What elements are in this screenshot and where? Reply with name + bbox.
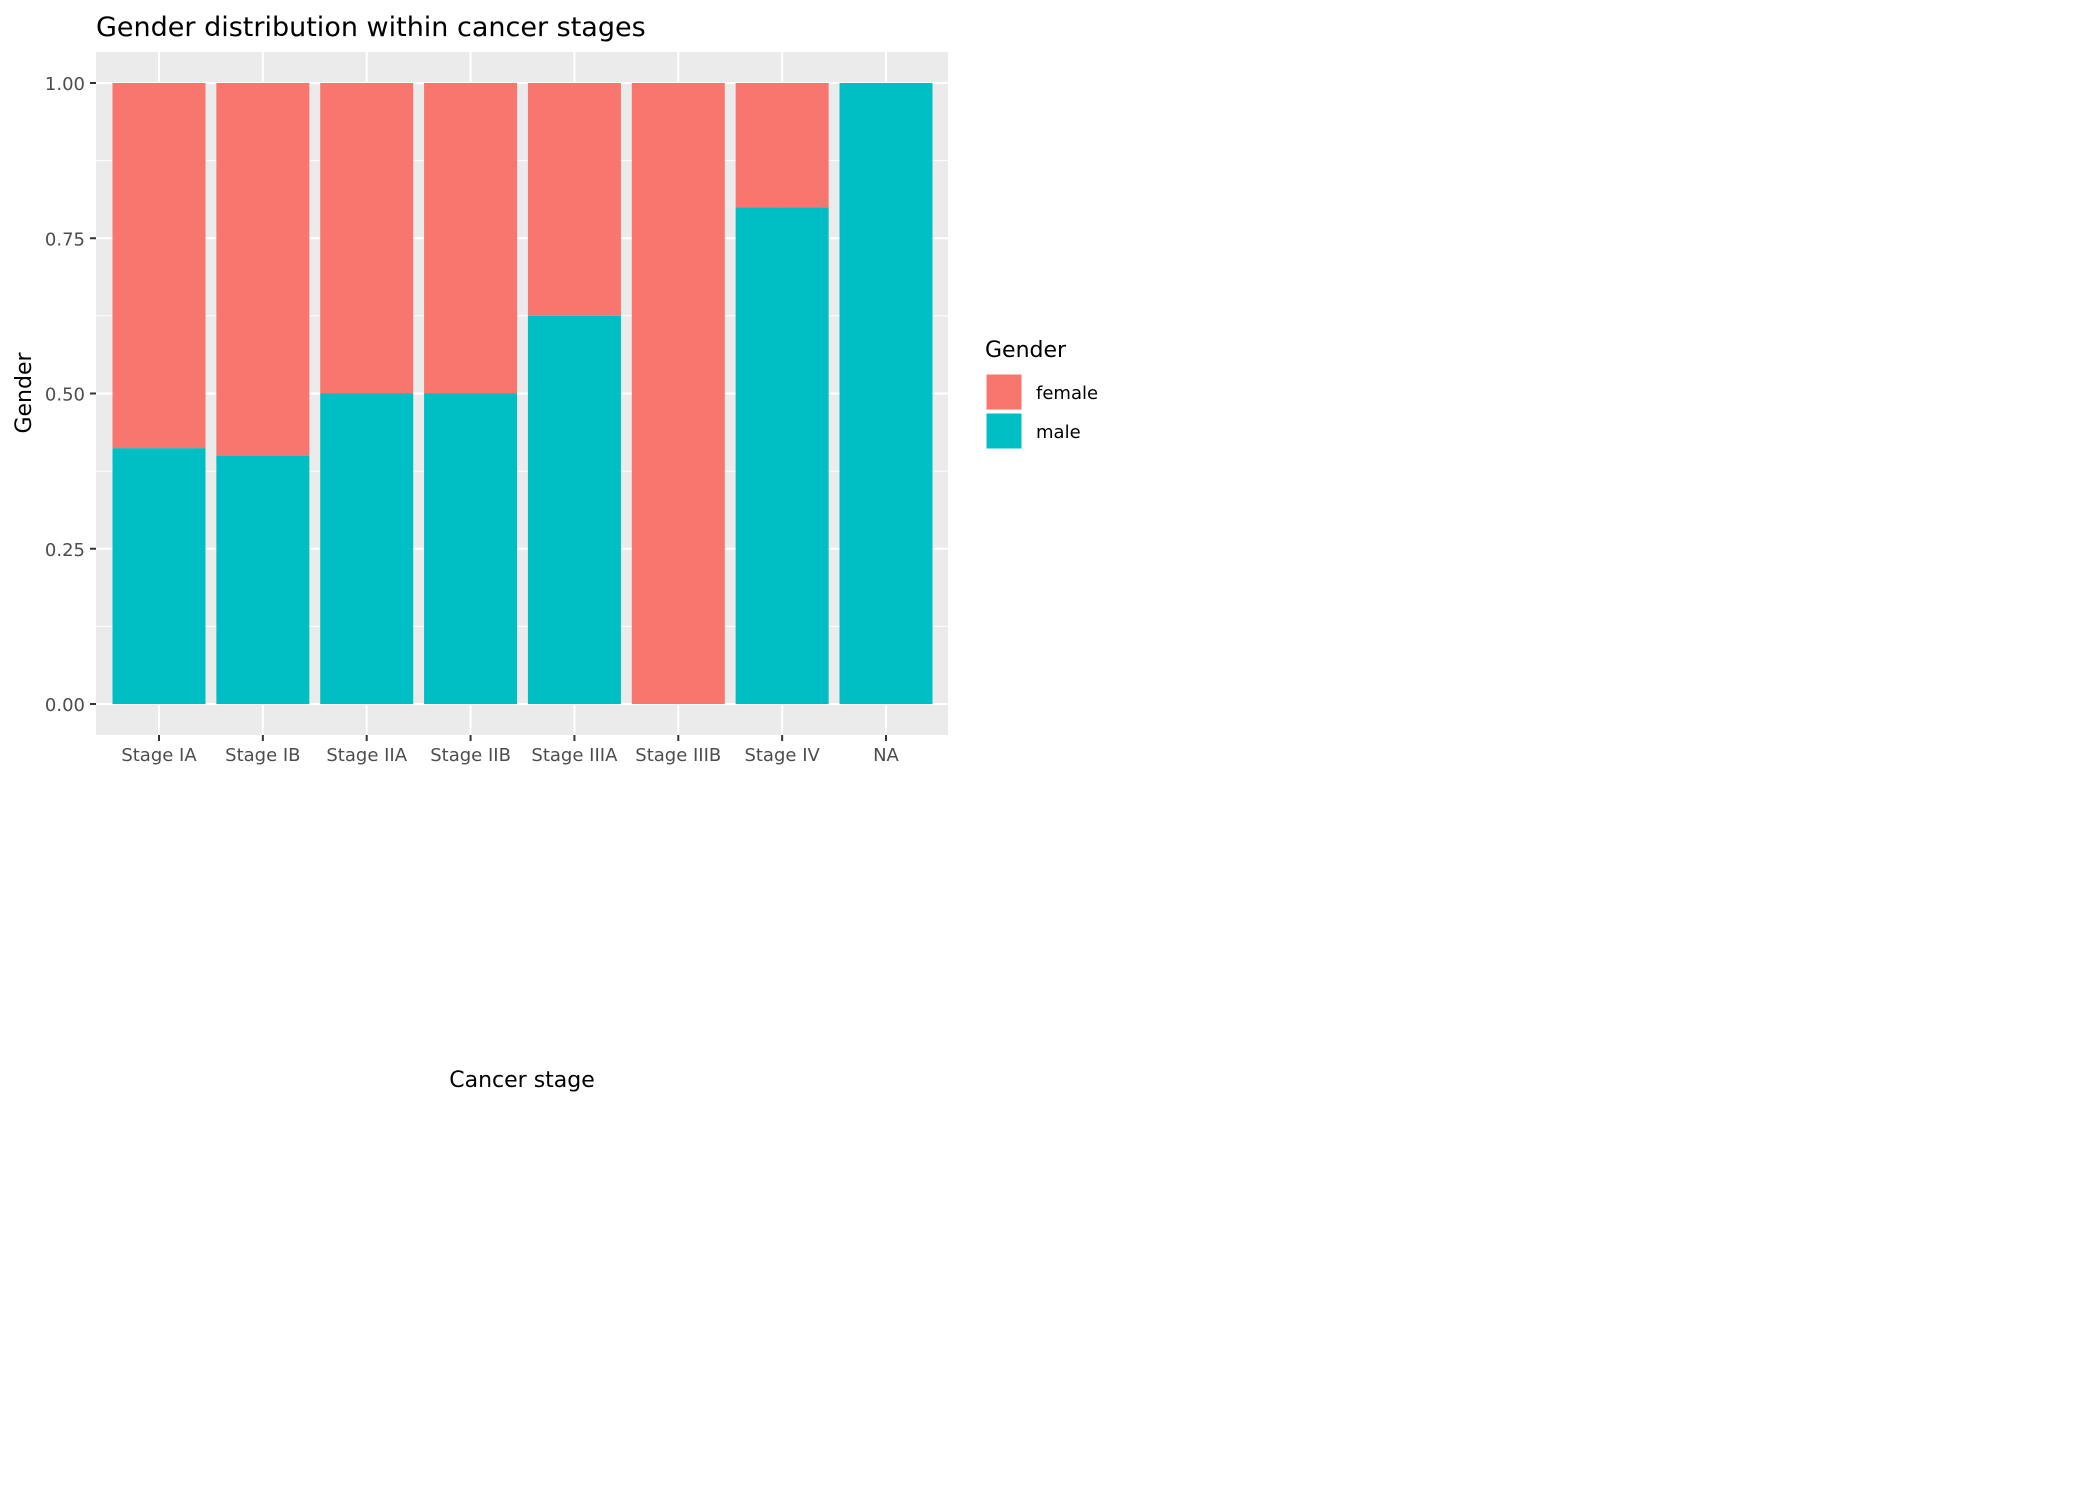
x-axis: Stage IA Stage IB Stage IIA Stage IIB Stage … xyxy=(121,735,900,766)
x-tick-label: Stage IIIB xyxy=(635,745,721,766)
bar-female xyxy=(320,83,414,394)
bar-female xyxy=(112,83,206,449)
y-tick-label: 1.00 xyxy=(45,74,85,95)
bar-female xyxy=(424,83,518,394)
bar-female xyxy=(631,83,725,704)
y-tick-label: 0.75 xyxy=(45,229,85,250)
legend-items: female male xyxy=(985,373,1098,450)
y-tick-label: 0.00 xyxy=(45,695,85,716)
legend-key-male xyxy=(985,412,1023,450)
bar-male xyxy=(527,315,621,704)
x-tick-label: Stage IIB xyxy=(430,745,511,766)
y-tick-label: 0.25 xyxy=(45,540,85,561)
x-tick-label: Stage IIIA xyxy=(531,745,618,766)
legend-label: male xyxy=(1036,422,1081,443)
bar-male xyxy=(735,207,829,704)
y-axis: 0.00 0.25 0.50 0.75 1.00 xyxy=(45,74,96,716)
bar-male xyxy=(216,455,310,704)
legend-title: Gender xyxy=(985,338,1067,363)
x-tick-label: NA xyxy=(873,745,899,766)
bar-male xyxy=(424,393,518,704)
bar-female xyxy=(527,83,621,316)
bars xyxy=(112,83,933,704)
chart-title: Gender distribution within cancer stages xyxy=(96,12,646,43)
y-axis-title: Gender xyxy=(12,352,37,434)
bar-male xyxy=(320,393,414,704)
bar-male xyxy=(112,448,206,704)
x-tick-label: Stage IIA xyxy=(326,745,407,766)
legend-key-female xyxy=(985,373,1023,411)
y-tick-label: 0.50 xyxy=(45,385,85,406)
legend: Gender female male xyxy=(985,338,1098,450)
bar-female xyxy=(735,83,829,208)
chart: Gender distribution within cancer stages… xyxy=(12,12,1098,1093)
x-tick-label: Stage IA xyxy=(121,745,197,766)
bar-male xyxy=(839,83,933,704)
bar-female xyxy=(216,83,310,456)
x-axis-title: Cancer stage xyxy=(449,1068,595,1093)
legend-label: female xyxy=(1036,383,1098,404)
x-tick-label: Stage IB xyxy=(225,745,300,766)
x-tick-label: Stage IV xyxy=(744,745,820,766)
